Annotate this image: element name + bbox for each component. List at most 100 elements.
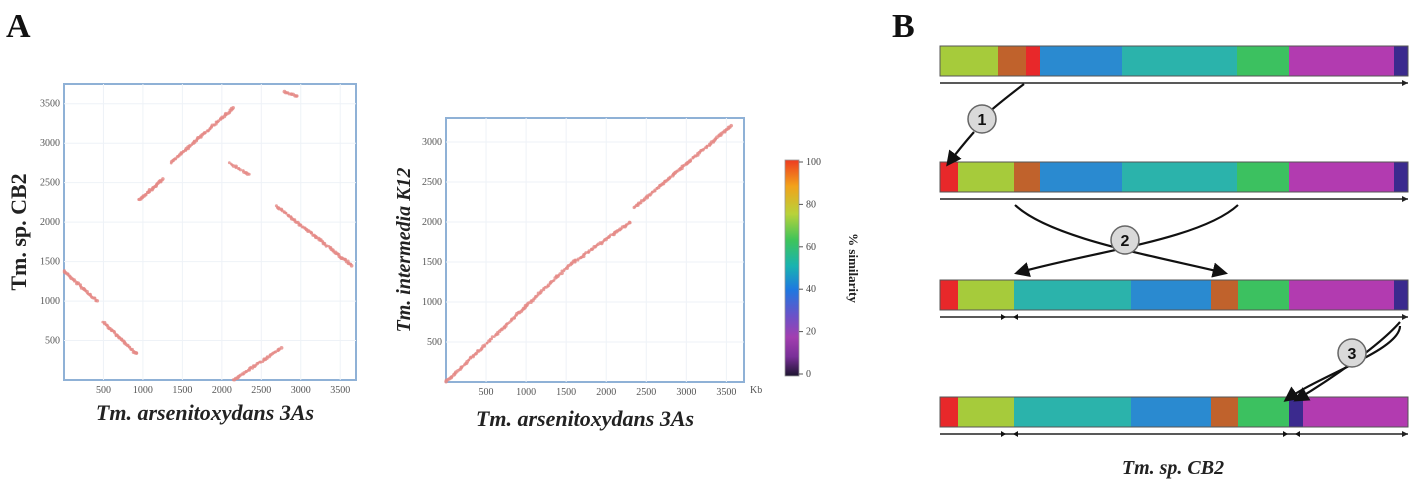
plot2-xtick-label: 500	[479, 387, 494, 398]
genome-block	[1131, 280, 1211, 310]
plot1-ytick-label: 500	[45, 336, 60, 347]
colorbar-tick-label: 80	[806, 199, 816, 210]
colorbar-tick-label: 100	[806, 157, 821, 168]
genome-row-3	[940, 280, 1408, 320]
plot1-xtick-label: 3000	[291, 385, 311, 396]
plot1-xtick-label: 2000	[212, 385, 232, 396]
plot1-xtick-label: 500	[96, 385, 111, 396]
genome-block	[1237, 46, 1289, 76]
origin-marker	[1013, 314, 1018, 320]
colorbar-tick-label: 60	[806, 242, 816, 253]
plot1-ytick-label: 3500	[40, 99, 60, 110]
plot1-alignment-dot	[96, 299, 99, 302]
plot2-x-ticks: 500 1000 1500 2000 2500 3000 3500	[479, 387, 737, 398]
genome-block	[1014, 397, 1131, 427]
genome-block	[1040, 46, 1122, 76]
plot1-xlabel: Tm. arsenitoxydans 3As	[96, 400, 314, 425]
plot1-alignment-dot	[239, 168, 242, 171]
genome-row-1	[940, 46, 1408, 86]
origin-marker	[1283, 431, 1288, 437]
plot1-xtick-label: 1500	[172, 385, 192, 396]
plot2-xtick-label: 3500	[716, 387, 736, 398]
plot2-ytick-label: 3000	[422, 137, 442, 148]
plot1-ytick-label: 3000	[40, 138, 60, 149]
plot1-alignment-dot	[161, 177, 165, 181]
colorbar-tick-label: 0	[806, 369, 811, 380]
step-2-label: 2	[1121, 233, 1130, 250]
genome-block	[940, 397, 958, 427]
plot1-alignment-dot	[280, 346, 284, 350]
plot1-ytick-label: 2000	[40, 217, 60, 228]
genome-block	[1026, 46, 1040, 76]
plot2-xtick-label: 2000	[596, 387, 616, 398]
plot2-alignment-dot	[729, 124, 733, 128]
plot2-xtick-label: 3000	[676, 387, 696, 398]
plot1-xtick-label: 2500	[251, 385, 271, 396]
genome-block	[1289, 397, 1303, 427]
similarity-colorbar: 100 80 60 40 20 0 % similarity	[785, 157, 861, 380]
origin-marker	[1001, 314, 1006, 320]
step-1-label: 1	[978, 112, 987, 129]
genome-block	[998, 46, 1026, 76]
plot2-ytick-label: 500	[427, 337, 442, 348]
plot1-alignment-dot	[248, 173, 251, 176]
colorbar-tick-label: 20	[806, 327, 816, 338]
genome-block	[1394, 280, 1408, 310]
step-3-label: 3	[1348, 346, 1357, 363]
baseline-arrowhead	[1402, 80, 1408, 86]
genome-block	[940, 46, 998, 76]
genome-block	[1303, 397, 1408, 427]
plot2-ytick-label: 2500	[422, 177, 442, 188]
plot2-ytick-label: 2000	[422, 217, 442, 228]
plot2-xtick-label: 1500	[556, 387, 576, 398]
plot1-alignment-dot	[231, 106, 235, 110]
rearrangement-arrows	[948, 84, 1400, 400]
genome-row-2	[940, 162, 1408, 202]
step-markers: 1 2 3	[968, 105, 1366, 367]
genome-block	[958, 280, 1014, 310]
plot1-xtick-label: 1000	[133, 385, 153, 396]
colorbar-tick-label: 40	[806, 284, 816, 295]
plot2-ylabel: Tm. intermedia K12	[393, 168, 415, 333]
plot1-xtick-label: 3500	[330, 385, 350, 396]
genome-rearrangement-maps	[940, 46, 1408, 437]
plot1-x-ticks: 500 1000 1500 2000 2500 3000 3500	[96, 385, 350, 396]
origin-marker	[1001, 431, 1006, 437]
genome-block	[1014, 280, 1131, 310]
genome-block	[1014, 162, 1040, 192]
plot1-ytick-label: 2500	[40, 178, 60, 189]
plot2-alignment-dot	[628, 221, 631, 224]
plot2-xtick-label: 1000	[516, 387, 536, 398]
baseline-arrowhead	[1402, 431, 1408, 437]
colorbar-gradient	[785, 160, 799, 376]
plot2-alignment-dot	[483, 343, 486, 346]
genome-block	[1211, 280, 1238, 310]
plot2-xtick-label: 2500	[636, 387, 656, 398]
plot1-y-ticks: 500100015002000250030003500	[40, 99, 60, 347]
baseline-arrowhead	[1402, 314, 1408, 320]
genome-block	[1237, 162, 1289, 192]
genome-block	[1131, 397, 1211, 427]
genome-block	[1122, 46, 1237, 76]
plot1-ylabel: Tm. sp. CB2	[6, 173, 31, 290]
plot2-y-ticks: 500 1000 1500 2000 2500 3000	[422, 137, 442, 348]
colorbar-ticks: 100 80 60 40 20 0	[799, 157, 821, 380]
genome-block	[958, 397, 1014, 427]
plot2-xlabel: Tm. arsenitoxydans 3As	[476, 406, 694, 431]
plot2-ytick-label: 1000	[422, 297, 442, 308]
genome-block	[1289, 162, 1394, 192]
genome-block	[958, 162, 1014, 192]
genome-block	[1040, 162, 1122, 192]
dotplot-1: 500 1000 1500 2000 2500 3000 3500 500 1000 1500 2…	[6, 84, 356, 425]
plot2-ytick-label: 1500	[422, 257, 442, 268]
colorbar-label: % similarity	[846, 233, 861, 303]
plot1-alignment-dot	[295, 94, 298, 97]
origin-marker	[1013, 431, 1018, 437]
genome-block	[1289, 280, 1394, 310]
plot1-alignment-dot	[350, 264, 354, 268]
genome-block	[940, 162, 958, 192]
plot1-ytick-label: 1000	[40, 296, 60, 307]
panel-b-caption: Tm. sp. CB2	[1122, 457, 1224, 479]
genome-row-4	[940, 397, 1408, 437]
